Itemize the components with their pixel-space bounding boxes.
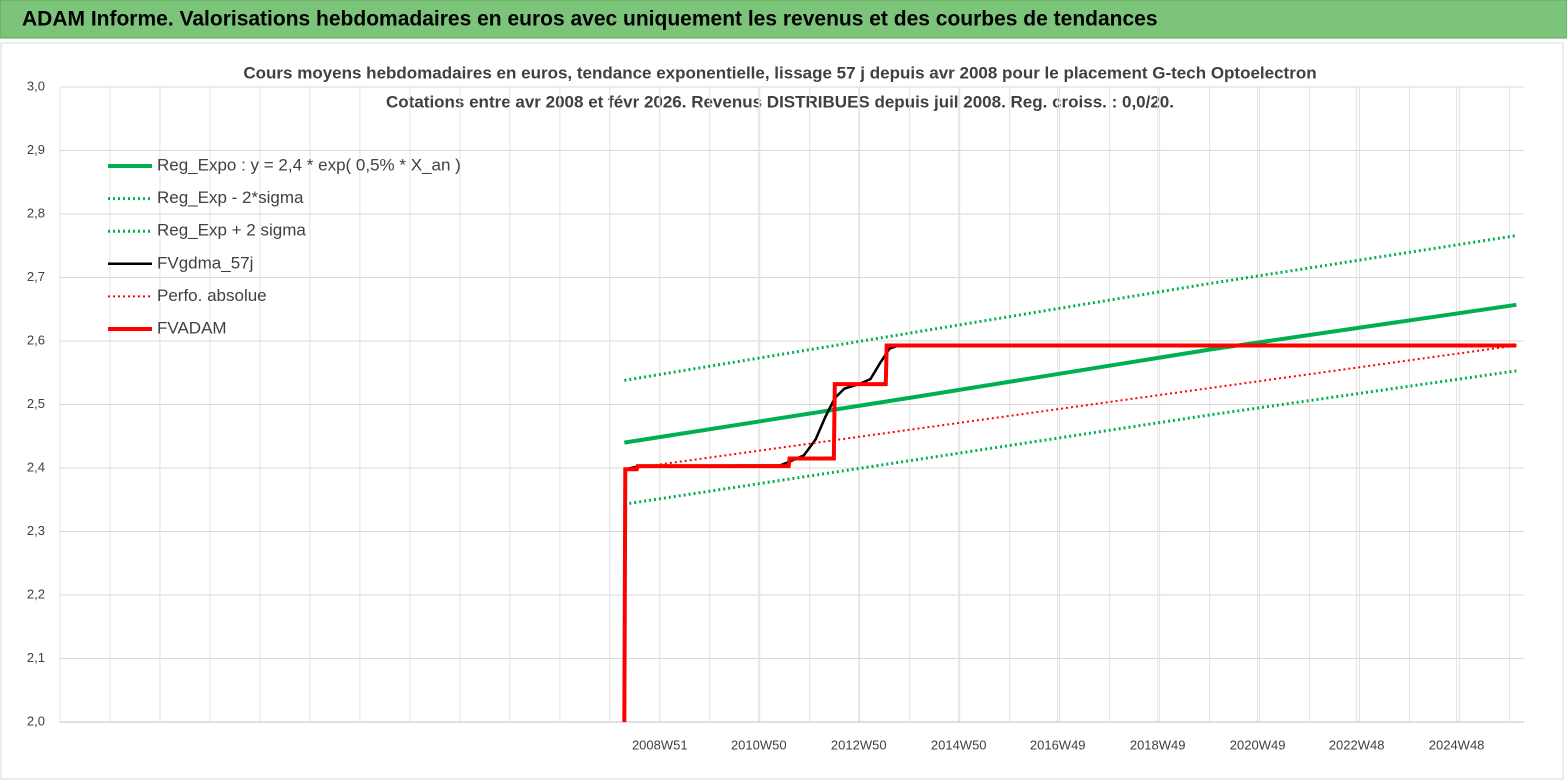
- series-line: [624, 302, 1517, 445]
- x-tick-label: 2012W50: [831, 737, 887, 752]
- legend-label: Perfo. absolue: [157, 286, 267, 305]
- y-tick-label: 2,1: [27, 650, 45, 665]
- x-tick-label: 2016W49: [1030, 737, 1086, 752]
- y-tick-label: 2,0: [27, 713, 45, 728]
- chart-subtitle: Cotations entre avr 2008 et févr 2026. R…: [386, 92, 1174, 111]
- y-tick-label: 2,2: [27, 586, 45, 601]
- x-tick-label: 2018W49: [1130, 737, 1186, 752]
- x-tick-label: 2008W51: [632, 737, 688, 752]
- y-tick-label: 2,3: [27, 523, 45, 538]
- x-tick-label: 2024W48: [1429, 737, 1485, 752]
- chart-frame: [0, 42, 1564, 780]
- header-bar: [0, 0, 1567, 39]
- y-tick-label: 2,9: [27, 142, 45, 157]
- legend-label: FVADAM: [157, 318, 227, 337]
- legend-label: Reg_Expo : y = 2,4 * exp( 0,5% * X_an ): [157, 155, 461, 174]
- x-tick-label: 2014W50: [931, 737, 987, 752]
- legend-label: Reg_Exp + 2 sigma: [157, 221, 306, 240]
- y-tick-label: 2,4: [27, 459, 45, 474]
- x-tick-label: 2022W48: [1329, 737, 1385, 752]
- legend-label: Reg_Exp - 2*sigma: [157, 188, 304, 207]
- x-tick-label: 2010W50: [731, 737, 787, 752]
- series-line: [622, 343, 1517, 723]
- x-tick-label: 2020W49: [1230, 737, 1286, 752]
- y-tick-label: 2,6: [27, 332, 45, 347]
- series-line: [624, 234, 1517, 382]
- header-title: ADAM Informe. Valorisations hebdomadaire…: [22, 8, 1158, 31]
- series-line: [624, 369, 1517, 506]
- legend-label: FVgdma_57j: [157, 253, 253, 272]
- y-tick-label: 2,5: [27, 396, 45, 411]
- y-tick-label: 2,8: [27, 205, 45, 220]
- chart-title: Cours moyens hebdomadaires en euros, ten…: [243, 63, 1316, 82]
- y-tick-label: 2,7: [27, 269, 45, 284]
- y-tick-label: 3,0: [27, 78, 45, 93]
